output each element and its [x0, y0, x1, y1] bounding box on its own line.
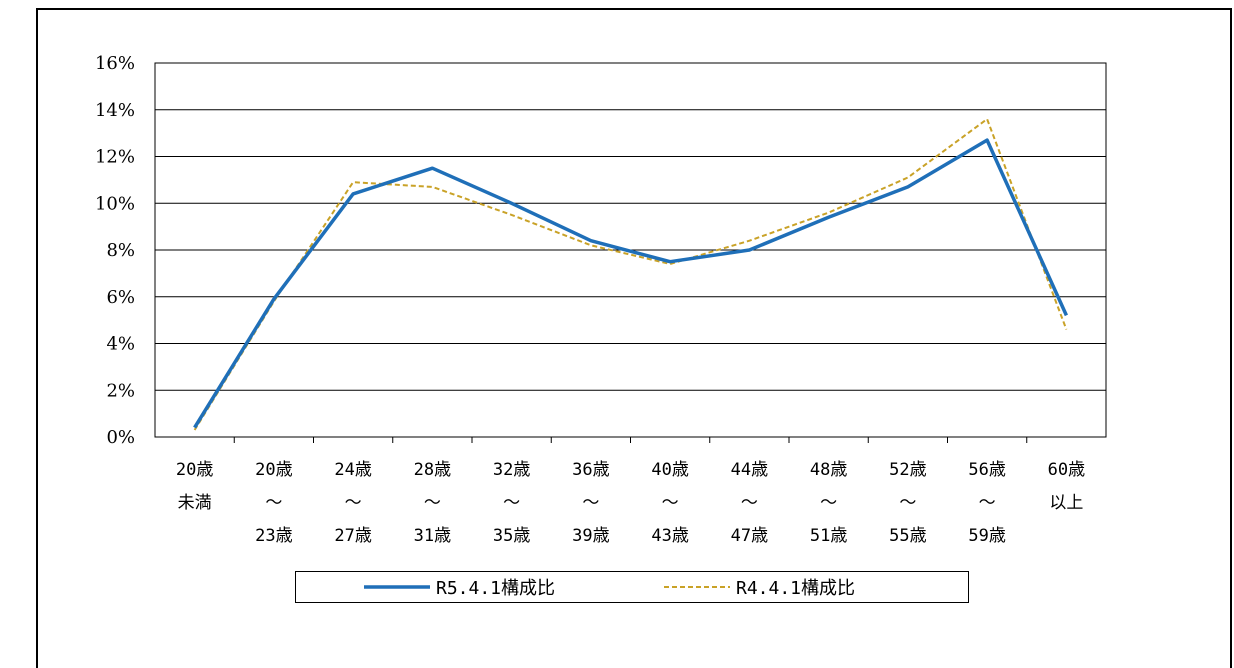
y-tick-label: 14%: [95, 100, 135, 121]
series-line-0: [193, 138, 1068, 429]
chart-frame: [36, 8, 1232, 668]
x-tick-label: 40歳～ 43歳: [651, 460, 688, 546]
y-tick-label: 4%: [106, 334, 135, 355]
y-tick-label: 16%: [95, 53, 135, 74]
x-tick-label: 20歳～ 23歳: [255, 460, 292, 546]
legend-item-r5: R5.4.1構成比: [364, 572, 555, 602]
legend-swatch-r5: [364, 585, 430, 589]
x-tick-label: 20歳未満: [176, 460, 213, 513]
y-tick-label: 8%: [106, 240, 135, 261]
legend-label-r4: R4.4.1構成比: [736, 578, 856, 599]
x-tick-label: 36歳～ 39歳: [572, 460, 609, 546]
y-tick-label: 10%: [95, 193, 135, 214]
x-tick-label: 28歳～ 31歳: [414, 460, 451, 546]
legend-item-r4: R4.4.1構成比: [664, 572, 855, 602]
x-tick-label: 60歳以上: [1048, 460, 1085, 513]
y-tick-label: 0%: [106, 427, 135, 448]
legend: R5.4.1構成比 R4.4.1構成比: [295, 571, 969, 603]
x-tick-label: 44歳～ 47歳: [731, 460, 768, 546]
x-tick-label: 52歳～ 55歳: [889, 460, 926, 546]
x-tick-label: 24歳～ 27歳: [334, 460, 371, 546]
x-tick-label: 56歳～ 59歳: [968, 460, 1005, 546]
legend-swatch-r4: [664, 586, 730, 588]
y-tick-label: 2%: [106, 380, 135, 401]
series-line-1: [193, 118, 1068, 431]
x-tick-label: 48歳～ 51歳: [810, 460, 847, 546]
legend-label-r5: R5.4.1構成比: [436, 578, 556, 599]
y-tick-label: 6%: [106, 287, 135, 308]
y-tick-label: 12%: [95, 147, 135, 168]
x-tick-label: 32歳～ 35歳: [493, 460, 530, 546]
